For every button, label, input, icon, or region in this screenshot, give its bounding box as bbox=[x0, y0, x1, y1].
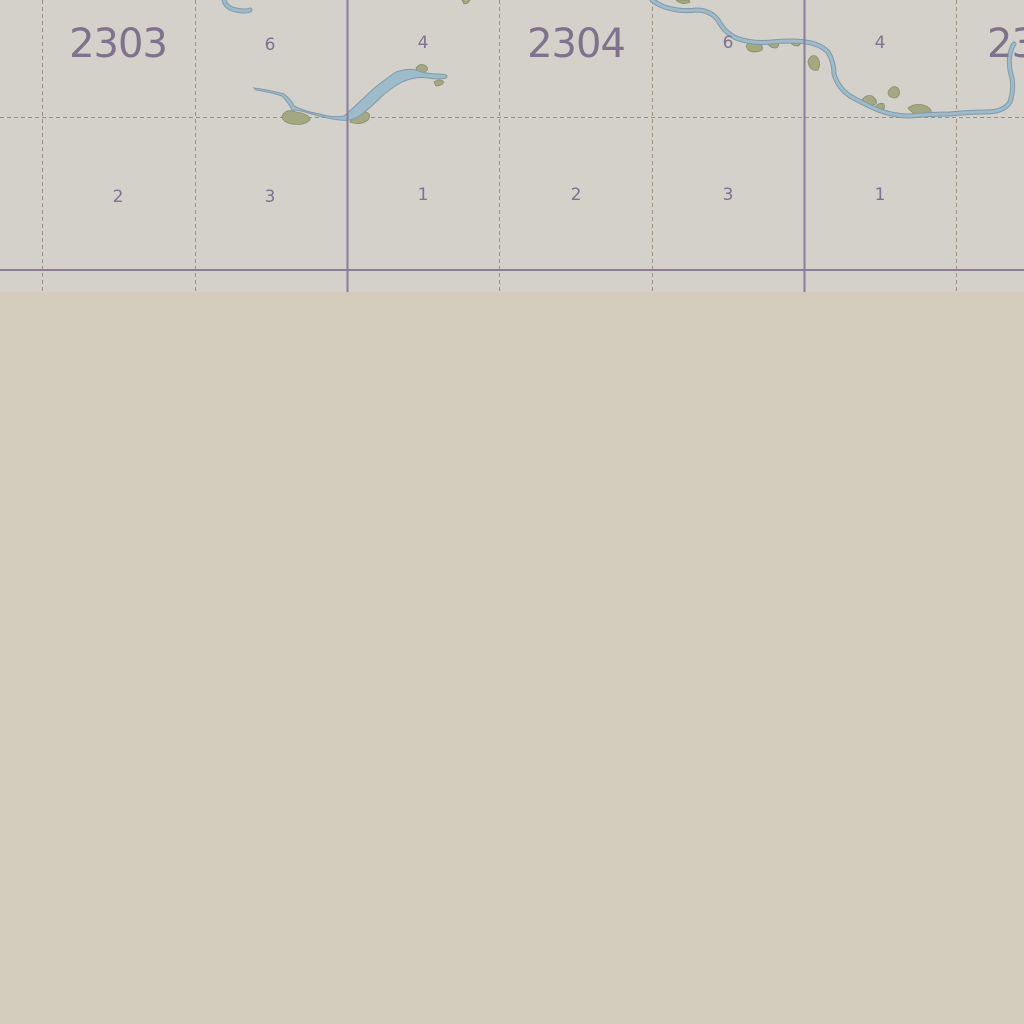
map-tile[interactable]: 2303 2304 23 6 4 6 4 2 3 1 2 3 1 bbox=[0, 0, 1024, 292]
township-label-2303: 2303 bbox=[69, 21, 167, 67]
lake bbox=[252, 68, 448, 121]
section-label: 6 bbox=[723, 33, 734, 53]
section-label: 2 bbox=[571, 185, 582, 205]
wetland-patch bbox=[807, 55, 820, 71]
township-grid bbox=[0, 0, 1024, 292]
wetland-patch bbox=[461, 0, 471, 5]
wetland-patch bbox=[675, 0, 691, 4]
unloaded-map-area[interactable] bbox=[0, 292, 1024, 1024]
wetland-patch bbox=[433, 79, 445, 87]
section-label: 2 bbox=[113, 187, 124, 207]
section-label: 1 bbox=[418, 185, 429, 205]
wetland-patch bbox=[281, 110, 311, 125]
section-label: 4 bbox=[418, 33, 429, 53]
section-label: 1 bbox=[875, 185, 886, 205]
section-label: 3 bbox=[723, 185, 734, 205]
section-grid bbox=[0, 0, 1024, 292]
section-label: 3 bbox=[265, 187, 276, 207]
river-fill bbox=[222, 0, 1016, 118]
map-layer: 2303 2304 23 6 4 6 4 2 3 1 2 3 1 bbox=[0, 0, 1024, 292]
section-labels: 6 4 6 4 2 3 1 2 3 1 bbox=[113, 33, 886, 207]
wetland-patch bbox=[887, 86, 900, 99]
township-label-2304: 2304 bbox=[527, 21, 625, 67]
township-labels: 2303 2304 23 bbox=[69, 21, 1024, 67]
section-label: 6 bbox=[265, 35, 276, 55]
section-label: 4 bbox=[875, 33, 886, 53]
township-label-partial: 23 bbox=[987, 21, 1024, 67]
water-layer bbox=[221, 0, 1017, 121]
